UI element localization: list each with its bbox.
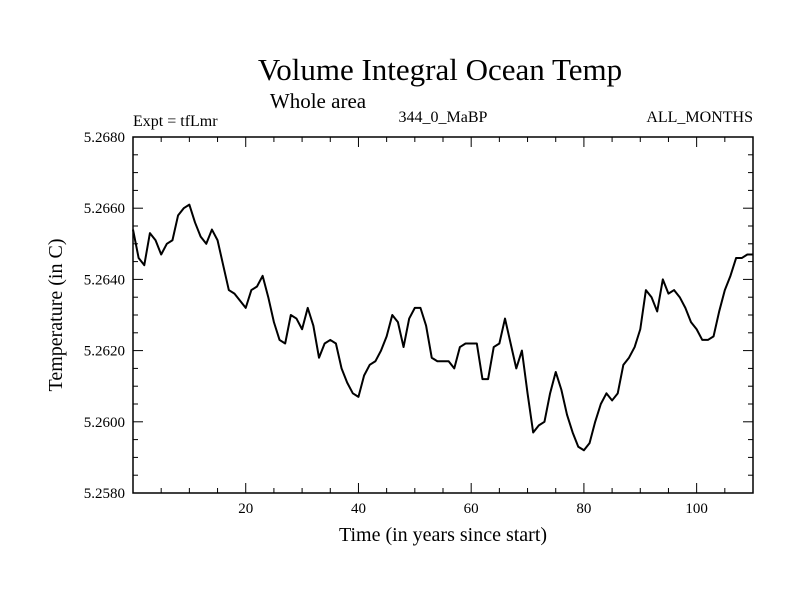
- x-axis-label: Time (in years since start): [339, 524, 547, 546]
- x-tick-label: 40: [351, 501, 366, 517]
- y-tick-label: 5.2680: [84, 130, 125, 146]
- months-label: ALL_MONTHS: [646, 109, 753, 126]
- y-tick-labels: 5.2580 5.2600 5.2620 5.2640 5.2660 5.2680: [84, 130, 125, 502]
- y-tick-label: 5.2660: [84, 201, 125, 217]
- temperature-series-line: [132, 203, 753, 452]
- period-label: 344_0_MaBP: [399, 109, 488, 126]
- y-axis-label: Temperature (in C): [45, 239, 67, 392]
- y-tick-label: 5.2640: [84, 272, 125, 288]
- chart-subtitle: Whole area: [270, 89, 367, 113]
- axis-ticks: [133, 136, 754, 494]
- chart-title: Volume Integral Ocean Temp: [258, 52, 622, 87]
- y-tick-label: 5.2620: [84, 344, 125, 360]
- experiment-label: Expt = tfLmr: [133, 113, 218, 130]
- x-tick-label: 60: [464, 501, 479, 517]
- x-tick-label: 80: [576, 501, 591, 517]
- y-tick-label: 5.2600: [84, 415, 125, 431]
- x-tick-label: 100: [685, 501, 708, 517]
- x-tick-label: 20: [238, 501, 253, 517]
- x-tick-labels: 20 40 60 80 100: [238, 501, 708, 517]
- y-tick-label: 5.2580: [84, 486, 125, 502]
- plot-frame: [132, 136, 754, 494]
